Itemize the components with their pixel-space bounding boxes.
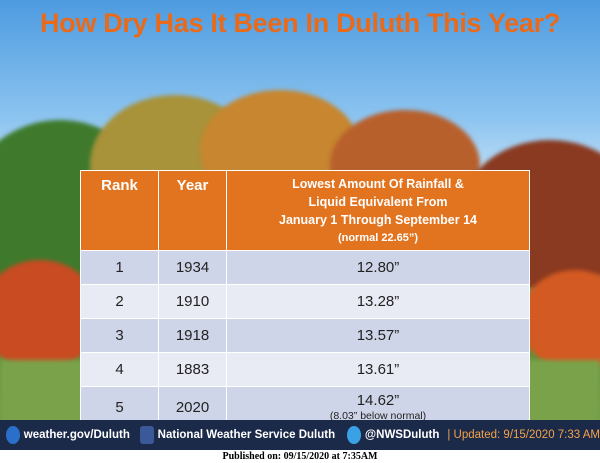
header-cell: Lowest Amount Of Rainfall & Liquid Equiv…: [226, 170, 530, 251]
cell-note: (8.03” below normal): [329, 410, 427, 422]
facebook-link[interactable]: National Weather Service Duluth: [157, 429, 336, 441]
row: 1 1934 12.80”: [80, 250, 530, 285]
header-line: Liquid Equivalent From: [308, 195, 448, 209]
header-row: Rank Year Lowest Amount Of Rainfall & Li…: [80, 170, 530, 251]
cell-value: 14.62”: [356, 392, 400, 409]
nws-logo: [6, 426, 20, 444]
updated-time: | Updated: 9/15/2020 7:33 AM: [447, 429, 600, 441]
row: 2 1910 13.28”: [80, 284, 530, 319]
cell: 1934: [158, 250, 227, 285]
header-line: Lowest Amount Of Rainfall &: [292, 177, 464, 191]
cell: 2: [80, 284, 159, 319]
footer-bar: weather.gov/Duluth National Weather Serv…: [0, 420, 600, 450]
cell: 1918: [158, 318, 227, 353]
cell: 3: [80, 318, 159, 353]
cell: 13.61”: [226, 352, 530, 387]
website-link[interactable]: weather.gov/Duluth: [23, 429, 130, 441]
cell: 1910: [158, 284, 227, 319]
records-table: Rank Year Lowest Amount Of Rainfall & Li…: [80, 170, 530, 428]
facebook-icon: [139, 426, 154, 444]
row: 3 1918 13.57”: [80, 318, 530, 353]
row: 4 1883 13.61”: [80, 352, 530, 387]
cell: 12.80”: [226, 250, 530, 285]
cell: 1: [80, 250, 159, 285]
header-cell: Rank: [80, 170, 159, 251]
header-line: January 1 Through September 14: [279, 213, 477, 227]
header-note: (normal 22.65”): [337, 232, 419, 244]
cell: 4: [80, 352, 159, 387]
title: How Dry Has It Been In Duluth This Year?: [39, 8, 561, 38]
header-cell: Year: [158, 170, 227, 251]
published-note: Published on: 09/15/2020 at 7:35AM: [222, 451, 378, 462]
twitter-icon: [347, 426, 361, 444]
twitter-link[interactable]: @NWSDuluth: [364, 429, 440, 441]
cell: 1883: [158, 352, 227, 387]
cell: 13.57”: [226, 318, 530, 353]
tree: [520, 270, 600, 370]
cell: 13.28”: [226, 284, 530, 319]
